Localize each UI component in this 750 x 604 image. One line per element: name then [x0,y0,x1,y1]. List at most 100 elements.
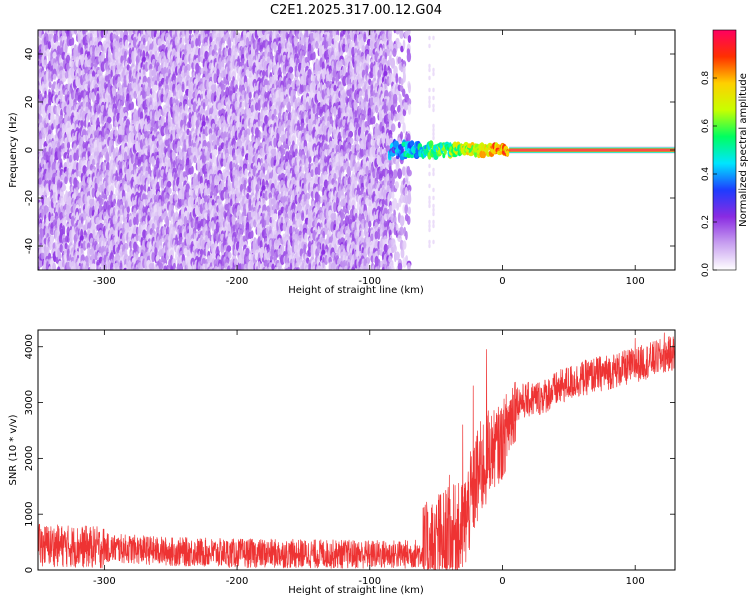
spectrogram-noise-cell [59,243,64,253]
spectrogram-noise-cell [91,187,96,198]
spectrogram-noise-cell [92,70,96,78]
spectrogram-noise-cell [174,193,179,203]
spectrogram-noise-cell [80,216,84,226]
spectrogram-noise-cell [140,200,144,211]
spectrogram-noise-cell [160,115,165,127]
spectrogram-noise-cell [119,215,123,225]
spectrogram-noise-cell [163,94,167,103]
spectrogram-noise-cell [52,177,56,185]
spectrogram-noise-cell [43,196,48,208]
spectrogram-noise-cell [52,73,57,81]
spectrogram-noise-cell [151,223,155,231]
spectrogram-noise-cell [66,142,71,149]
spectrogram-noise-cell [178,265,184,270]
spectrogram-noise-cell [142,229,147,239]
spectrogram-noise-cell [181,83,185,93]
spectrogram-noise-cell [123,207,127,218]
spectrogram-noise-cell [131,101,134,111]
spectrogram-noise-cell [248,92,252,99]
spectrogram-noise-cell [181,36,185,46]
spectrogram-noise-cell [82,160,87,167]
spectrogram-noise-cell [39,93,43,104]
spectrogram-noise-cell [48,96,52,108]
spectrogram-noise-cell [39,186,42,197]
spectrogram-noise-cell [140,266,144,270]
spectrogram-noise-cell [168,187,172,195]
spectrogram-noise-cell [101,191,105,199]
spectrogram-noise-cell [166,218,170,228]
spectrogram-noise-cell [149,267,153,270]
spectrogram-noise-cell [130,153,135,165]
spectrogram-noise-cell [83,120,87,129]
spectrogram-noise-cell [183,115,187,124]
spectrogram-noise-cell [47,41,52,50]
spectrogram-noise-cell [65,54,71,65]
spectrogram-noise-cell [190,165,194,175]
spectrogram-noise-cell [119,262,123,270]
spectrogram-noise-cell [161,255,164,263]
spectrogram-noise-cell [64,176,68,185]
spectrogram-noise-cell [99,266,102,270]
spectrogram-noise-cells [38,30,435,270]
spectrogram-noise-cell [197,35,201,47]
spectrogram-noise-cell [96,162,100,171]
spectrogram-noise-cell [82,185,86,193]
spectrogram-noise-cell [154,266,157,270]
spectrogram-noise-cell [137,159,142,168]
spectrogram-noise-cell [272,213,278,221]
spectrogram-noise-cell [41,208,44,220]
spectrogram-noise-cell [135,234,139,242]
spectrogram-noise-cell [108,149,112,157]
spectrogram-noise-cell [128,53,133,65]
spectrogram-noise-cell [108,123,112,130]
spectrogram-noise-cell [236,192,240,204]
spectrogram-noise-cell [123,151,128,162]
spectrogram-noise-cell [102,162,108,173]
spectrogram-noise-cell [57,251,62,262]
spectrogram-noise-cell [125,119,131,129]
spectrogram-noise-cell [59,90,64,99]
spectrogram-noise-cell [142,249,146,258]
spectrogram-noise-cell [80,136,84,146]
spectrogram-noise-cell [226,245,232,252]
spectrogram-noise-cell [106,154,110,164]
spectrogram-noise-cell [179,151,183,160]
spectrogram-noise-cell [151,252,155,263]
spectrogram-noise-cell [158,262,164,270]
spectrogram-noise-cell [110,69,113,78]
spectrogram-noise-cell [121,134,125,143]
spectrogram-noise-cell [98,198,104,206]
spectrogram-noise-cell [177,128,180,139]
spectrogram-noise-cell [124,39,129,51]
spectrogram-noise-cell [174,104,178,115]
spectrogram-noise-cell [48,81,52,89]
spectrogram-noise-cell [38,260,43,268]
spectrogram-noise-cell [51,161,57,173]
spectrogram-noise-cell [243,179,247,188]
spectrogram-noise-cell [273,137,277,148]
spectrogram-noise-cell [117,64,121,75]
spectrogram-noise-cell [77,94,82,104]
spectrogram-noise-cell [227,251,232,259]
spectrogram-noise-cell [86,113,91,120]
spectrogram-noise-cell [73,30,78,35]
spectrogram-noise-cell [146,86,151,97]
spectrogram-noise-cell [166,264,169,270]
spectrogram-noise-cell [66,232,70,243]
spectrogram-noise-cell [48,211,51,222]
spectrogram-noise-cell [119,87,123,96]
spectrogram-noise-cell [173,160,176,168]
spectrogram-noise-cell [143,184,147,193]
spectrogram-noise-cell [64,43,68,55]
spectrogram-noise-cell [82,165,87,175]
spectrogram-noise-cell [158,108,162,117]
spectrogram-noise-cell [160,93,165,103]
spectrogram-noise-cell [140,184,144,192]
spectrogram-noise-cell [220,83,226,91]
spectrogram-noise-cell [115,187,118,197]
spectrogram-noise-cell [100,51,106,63]
spectrogram-noise-cell [188,30,192,35]
